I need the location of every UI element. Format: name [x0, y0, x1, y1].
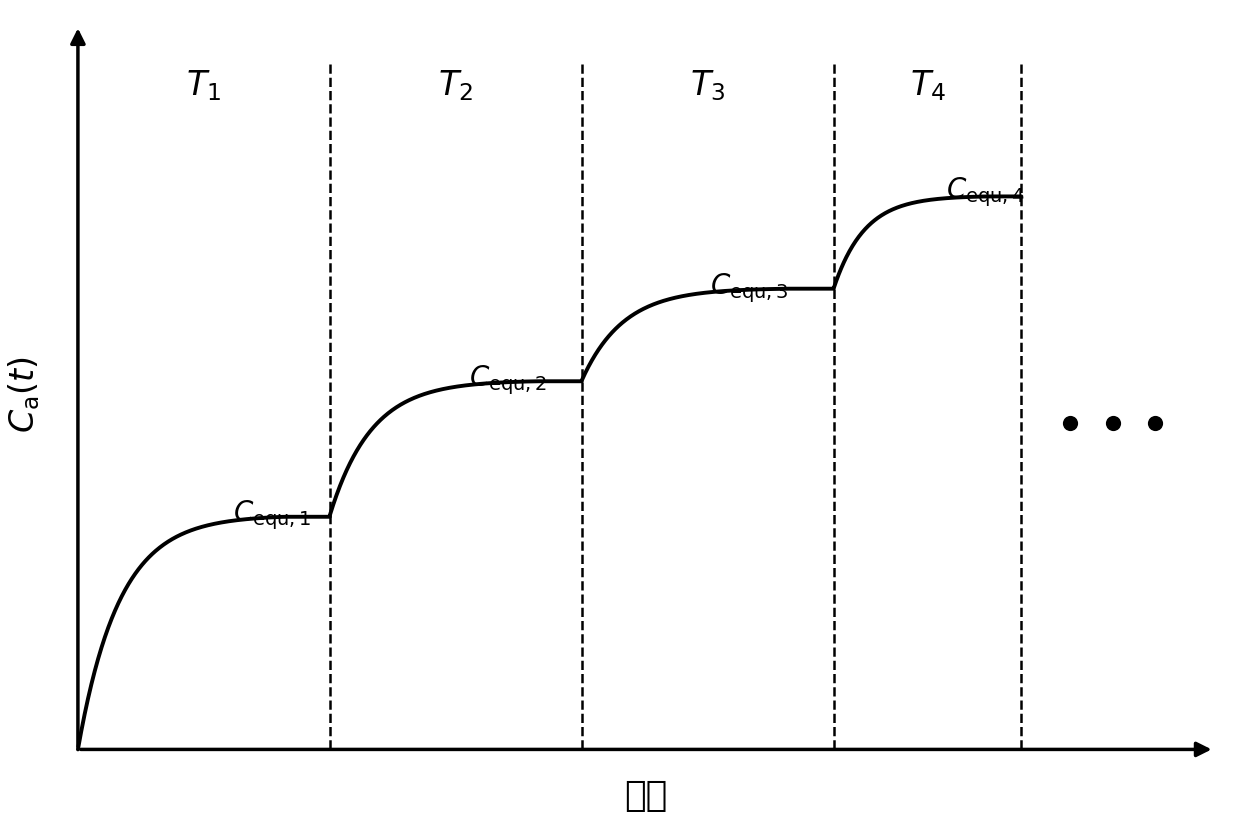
Text: $C_{\rm equ,1}$: $C_{\rm equ,1}$ — [233, 499, 312, 532]
Text: $T_3$: $T_3$ — [689, 69, 725, 103]
Text: $T_2$: $T_2$ — [438, 69, 472, 103]
Point — [1060, 416, 1080, 429]
Text: $T_1$: $T_1$ — [186, 69, 221, 103]
Point — [1102, 416, 1122, 429]
Text: $T_4$: $T_4$ — [910, 69, 946, 103]
Text: $C_{\rm a}(t)$: $C_{\rm a}(t)$ — [6, 356, 42, 433]
Text: 时间: 时间 — [625, 778, 668, 813]
Point — [1146, 416, 1166, 429]
Text: $C_{\rm equ,3}$: $C_{\rm equ,3}$ — [711, 271, 789, 305]
Text: $C_{\rm equ,2}$: $C_{\rm equ,2}$ — [469, 364, 548, 397]
Text: $C_{\rm equ,4}$: $C_{\rm equ,4}$ — [946, 175, 1025, 209]
